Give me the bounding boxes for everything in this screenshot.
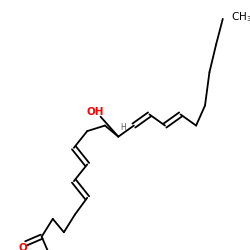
Text: OH: OH: [86, 107, 104, 117]
Text: O: O: [18, 243, 27, 250]
Text: CH$_3$: CH$_3$: [230, 10, 250, 24]
Text: H: H: [120, 123, 126, 132]
